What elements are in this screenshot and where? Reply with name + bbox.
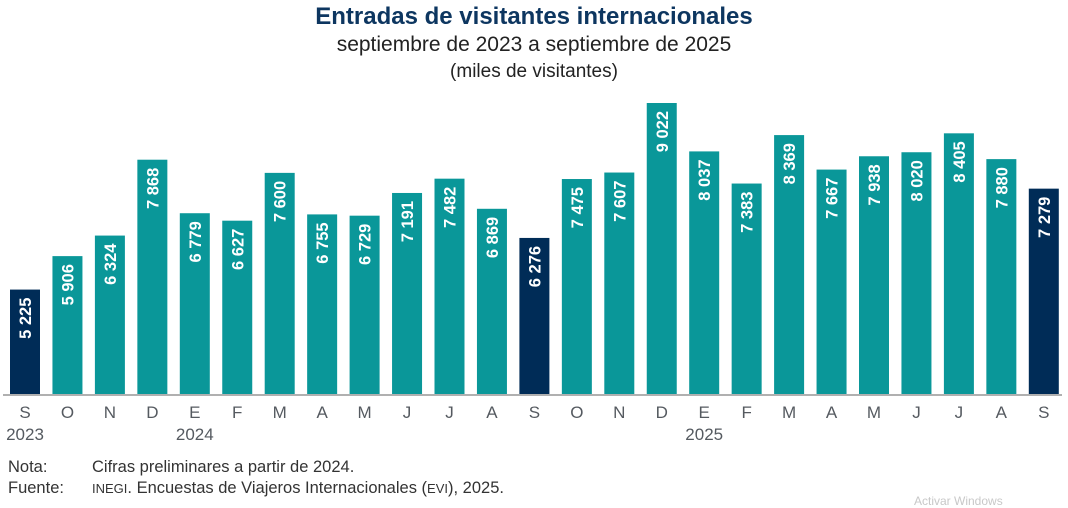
bar-value-label: 7 279 bbox=[1036, 197, 1054, 238]
bar-9 bbox=[392, 192, 423, 394]
note-label: Nota: bbox=[8, 458, 48, 476]
x-tick-label: O bbox=[570, 403, 583, 422]
bar-value-label: 7 475 bbox=[569, 187, 587, 228]
bar-5 bbox=[222, 220, 253, 394]
bar-8 bbox=[349, 215, 380, 394]
x-year-label: 2025 bbox=[685, 425, 723, 444]
x-tick-label: F bbox=[741, 403, 751, 422]
x-tick-label: A bbox=[316, 403, 328, 422]
x-tick-label: S bbox=[1038, 403, 1049, 422]
x-tick-label: M bbox=[358, 403, 372, 422]
bar-value-label: 7 880 bbox=[993, 167, 1011, 208]
bar-value-label: 7 600 bbox=[272, 181, 290, 222]
bar-18 bbox=[774, 135, 805, 394]
bar-15 bbox=[646, 103, 677, 394]
bar-21 bbox=[901, 152, 932, 394]
x-tick-label: J bbox=[955, 403, 964, 422]
x-tick-label: O bbox=[61, 403, 74, 422]
source-text-2: ), 2025. bbox=[448, 479, 504, 497]
bar-value-label: 7 383 bbox=[739, 192, 757, 233]
bar-value-label: 5 906 bbox=[59, 264, 77, 305]
note-line: Nota: Cifras preliminares a partir de 202… bbox=[8, 458, 354, 477]
source-org: INEGI bbox=[92, 481, 128, 496]
x-tick-label: J bbox=[445, 403, 454, 422]
bar-23 bbox=[986, 159, 1017, 394]
bar-0 bbox=[10, 289, 40, 394]
bar-4 bbox=[179, 213, 210, 394]
x-tick-label: F bbox=[232, 403, 242, 422]
x-tick-label: S bbox=[19, 403, 30, 422]
x-tick-label: E bbox=[189, 403, 200, 422]
bar-13 bbox=[561, 179, 592, 394]
bar-19 bbox=[816, 169, 847, 394]
bar-16 bbox=[689, 151, 720, 394]
x-tick-label: A bbox=[826, 403, 838, 422]
source-line: Fuente: INEGI. Encuestas de Viajeros Inte… bbox=[8, 479, 504, 498]
bar-value-label: 8 369 bbox=[781, 143, 799, 184]
x-tick-label: N bbox=[104, 403, 116, 422]
bar-3 bbox=[137, 159, 168, 394]
chart-title: Entradas de visitantes internacionales bbox=[315, 3, 753, 30]
bar-value-label: 6 729 bbox=[357, 224, 375, 265]
bar-value-label: 8 405 bbox=[951, 141, 969, 182]
x-tick-label: N bbox=[613, 403, 625, 422]
x-tick-label: J bbox=[403, 403, 412, 422]
bar-value-label: 8 020 bbox=[908, 160, 926, 201]
x-year-label: 2024 bbox=[176, 425, 214, 444]
bar-value-label: 7 482 bbox=[442, 187, 460, 228]
bar-chart: 5 225 S 5 906 O 6 324 N 7 868 D 6 779 E 6 627 F 7 60… bbox=[3, 103, 1062, 444]
bar-1 bbox=[52, 256, 83, 394]
bar-11 bbox=[476, 208, 507, 394]
bar-24 bbox=[1028, 188, 1059, 394]
x-year-label: 2023 bbox=[6, 425, 44, 444]
bar-12 bbox=[519, 237, 550, 394]
bar-value-label: 7 868 bbox=[144, 168, 162, 209]
note-text: Cifras preliminares a partir de 2024. bbox=[92, 458, 355, 476]
x-tick-label: D bbox=[146, 403, 158, 422]
bar-17 bbox=[731, 183, 762, 394]
chart-subtitle: septiembre de 2023 a septiembre de 2025 bbox=[336, 33, 732, 56]
chart-unit-label: (miles de visitantes) bbox=[450, 61, 618, 82]
bar-value-label: 6 276 bbox=[526, 246, 544, 287]
x-tick-label: D bbox=[656, 403, 668, 422]
x-tick-label: M bbox=[867, 403, 881, 422]
x-tick-label: A bbox=[486, 403, 498, 422]
x-tick-label: M bbox=[273, 403, 287, 422]
bar-value-label: 6 324 bbox=[102, 243, 120, 285]
source-abbr: EVI bbox=[427, 481, 448, 496]
bar-value-label: 6 627 bbox=[229, 229, 247, 270]
bar-7 bbox=[307, 214, 338, 394]
x-tick-label: M bbox=[782, 403, 796, 422]
bar-20 bbox=[859, 156, 889, 394]
source-text-1: . Encuestas de Viajeros Internacionales … bbox=[127, 479, 428, 497]
x-tick-label: E bbox=[699, 403, 710, 422]
x-tick-label: A bbox=[996, 403, 1008, 422]
bar-value-label: 7 607 bbox=[611, 181, 629, 222]
bar-22 bbox=[943, 133, 974, 394]
bar-value-label: 9 022 bbox=[654, 111, 672, 152]
x-tick-label: S bbox=[529, 403, 540, 422]
bar-value-label: 7 191 bbox=[399, 201, 417, 242]
windows-activation-watermark: Activar Windows bbox=[914, 494, 1003, 508]
bar-value-label: 8 037 bbox=[696, 159, 714, 200]
bar-value-label: 6 869 bbox=[484, 217, 502, 258]
bar-10 bbox=[434, 178, 465, 394]
bar-value-label: 7 938 bbox=[866, 164, 884, 205]
bar-6 bbox=[264, 172, 295, 394]
bar-value-label: 6 779 bbox=[187, 221, 205, 262]
bar-14 bbox=[604, 172, 635, 394]
bar-value-label: 7 667 bbox=[824, 178, 842, 219]
source-label: Fuente: bbox=[8, 479, 64, 497]
x-tick-label: J bbox=[912, 403, 921, 422]
bar-2 bbox=[94, 235, 125, 394]
bar-value-label: 5 225 bbox=[17, 298, 35, 339]
bar-value-label: 6 755 bbox=[314, 222, 332, 263]
